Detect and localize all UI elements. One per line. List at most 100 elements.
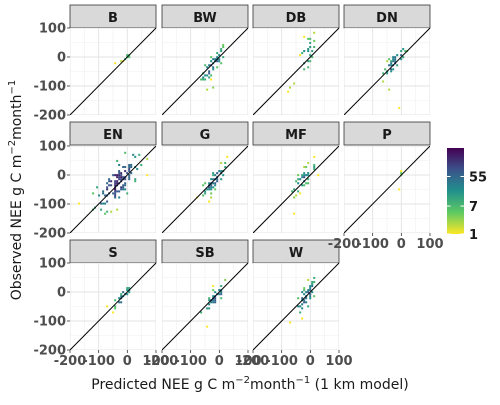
density-bin xyxy=(208,76,211,79)
panel-content xyxy=(253,146,339,233)
density-bin xyxy=(303,299,306,302)
density-bin xyxy=(204,192,207,195)
facet-db: DB xyxy=(252,4,340,115)
density-bin xyxy=(388,64,391,67)
density-bin xyxy=(100,208,103,211)
density-bin xyxy=(301,303,304,306)
density-bin xyxy=(390,60,393,63)
density-bin xyxy=(114,194,117,197)
density-bin xyxy=(307,48,310,51)
density-bin xyxy=(120,60,123,63)
density-bin xyxy=(297,178,300,181)
density-bin xyxy=(287,90,290,93)
density-bin xyxy=(210,301,213,304)
density-bin xyxy=(204,74,207,77)
density-bin xyxy=(307,172,310,175)
density-bin xyxy=(390,70,393,73)
facet-mf: MF xyxy=(252,121,340,233)
density-bin xyxy=(102,202,105,205)
x-axis-title-exp2: −1 xyxy=(295,375,310,386)
density-bin xyxy=(114,62,117,65)
density-bin xyxy=(307,60,310,63)
density-bin xyxy=(110,184,113,187)
density-bin xyxy=(208,72,211,75)
density-bin xyxy=(134,180,137,183)
density-bin xyxy=(122,184,125,187)
density-bin xyxy=(214,291,217,294)
x-tick-label: 100 xyxy=(142,354,169,369)
density-bin xyxy=(309,37,312,40)
density-bin xyxy=(218,58,221,61)
density-bin xyxy=(390,62,393,65)
density-bin xyxy=(220,48,223,51)
one-to-one-line xyxy=(162,263,248,350)
density-bin xyxy=(210,188,213,191)
one-to-one-line xyxy=(253,263,339,350)
density-bin xyxy=(112,192,115,195)
colorbar-label: 7 xyxy=(469,200,478,215)
density-bin xyxy=(202,194,205,197)
density-bin xyxy=(303,293,306,296)
density-bin xyxy=(220,297,223,300)
density-bin xyxy=(303,68,306,71)
density-bin xyxy=(204,182,207,185)
density-bin xyxy=(210,196,213,199)
facet-dn: DN xyxy=(343,4,431,115)
x-tick-label: -100 xyxy=(174,354,207,369)
density-bin xyxy=(216,178,219,181)
density-bin xyxy=(295,180,298,183)
density-bin xyxy=(222,174,225,177)
density-bin xyxy=(124,188,127,191)
density-bin xyxy=(104,194,107,197)
y-tick-label: -200 xyxy=(33,109,66,124)
density-bin xyxy=(106,305,109,308)
panel-content xyxy=(162,263,248,350)
facet-strip-label: DB xyxy=(286,11,307,26)
x-tick-label: 0 xyxy=(215,354,224,369)
density-bin xyxy=(301,297,304,300)
facet-strip-label: P xyxy=(382,128,392,143)
facet-strip xyxy=(69,121,157,146)
density-bin xyxy=(210,178,213,181)
facet-strip-label: MF xyxy=(285,128,307,143)
density-bin xyxy=(126,289,129,292)
density-bin xyxy=(400,50,403,53)
density-bin xyxy=(120,178,123,181)
density-bin xyxy=(116,174,119,177)
density-bin xyxy=(388,58,391,61)
density-bin xyxy=(400,58,403,61)
y-tick-label: -100 xyxy=(33,198,66,213)
density-bin xyxy=(130,163,133,167)
density-bin xyxy=(309,285,312,288)
density-bin xyxy=(122,186,125,189)
density-bin xyxy=(212,68,215,71)
density-bin xyxy=(212,86,215,89)
one-to-one-line xyxy=(253,28,339,115)
density-bin xyxy=(120,301,123,304)
density-bin xyxy=(309,289,312,292)
density-bin xyxy=(303,174,306,177)
panel-content xyxy=(253,263,339,350)
density-bin xyxy=(303,289,306,292)
density-bin xyxy=(307,182,310,185)
density-bin xyxy=(313,39,316,42)
density-bin xyxy=(392,60,395,63)
density-bin xyxy=(218,289,221,292)
density-bin xyxy=(208,299,211,302)
density-bin xyxy=(216,60,219,63)
density-bin xyxy=(118,196,121,199)
density-bin xyxy=(293,188,296,191)
density-bin xyxy=(313,155,316,158)
density-bin xyxy=(297,297,300,300)
density-bin xyxy=(212,186,215,189)
density-bin xyxy=(386,60,389,63)
density-bin xyxy=(384,68,387,71)
density-bin xyxy=(120,172,123,175)
density-bin xyxy=(200,78,203,81)
density-bin xyxy=(212,285,215,288)
density-bin xyxy=(212,178,215,181)
density-bin xyxy=(110,180,113,183)
x-axis-title-base: Predicted NEE g C m xyxy=(91,377,235,393)
density-bin xyxy=(138,153,141,156)
density-bin xyxy=(305,301,308,304)
